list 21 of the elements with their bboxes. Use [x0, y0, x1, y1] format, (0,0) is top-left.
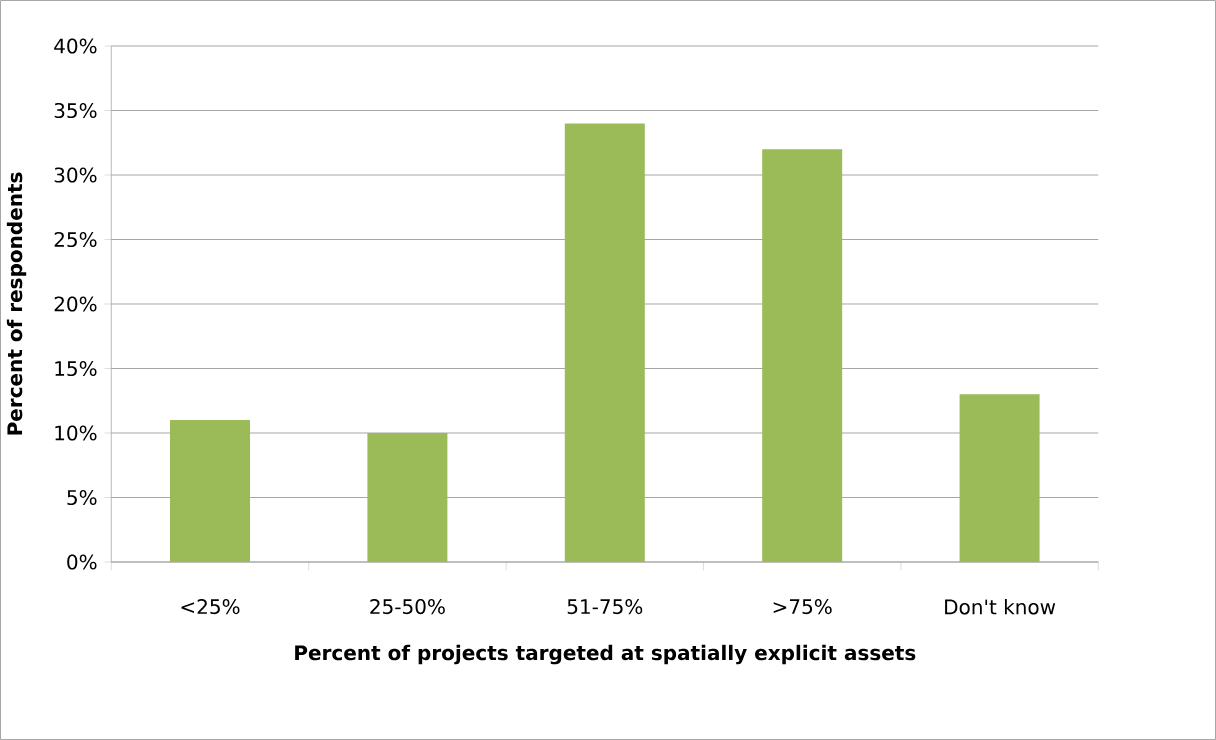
y-tick-label: 5%	[67, 489, 97, 506]
y-tick-label: 25%	[54, 231, 97, 248]
y-tick-label: 10%	[55, 425, 97, 441]
y-tick-label: 20%	[54, 296, 97, 312]
y-axis-title: Percent of respondents	[6, 172, 27, 435]
bar	[762, 149, 843, 562]
y-tick-label: 30%	[54, 167, 97, 183]
y-tick-label: 35%	[54, 102, 97, 119]
bar	[564, 123, 645, 562]
x-tick-label: >75%	[773, 599, 832, 615]
y-tick-label: 40%	[54, 38, 97, 54]
bar	[170, 420, 251, 562]
y-tick-label: 0%	[67, 554, 97, 570]
x-tick-label: 25-50%	[370, 599, 445, 615]
bar	[367, 433, 448, 562]
y-tick-label: 15%	[55, 360, 97, 377]
bar	[959, 394, 1040, 562]
x-tick-label: Don't know	[945, 599, 1056, 615]
x-tick-label: 51-75%	[567, 599, 643, 615]
x-tick-label: <25%	[181, 599, 240, 615]
x-axis-title: Percent of projects targeted at spatially explicit assets	[295, 644, 916, 665]
